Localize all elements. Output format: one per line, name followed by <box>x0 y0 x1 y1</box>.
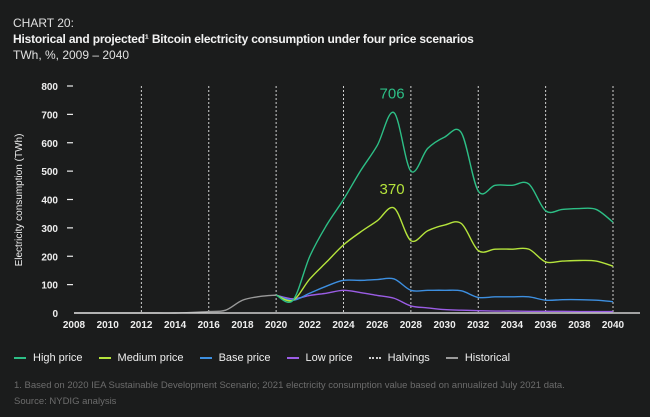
x-tick-label: 2012 <box>130 320 153 331</box>
legend-swatch <box>445 357 458 359</box>
series-line-high-price <box>275 111 614 303</box>
x-tick-label: 2032 <box>467 320 490 331</box>
y-tick-label: 100 <box>41 281 58 292</box>
legend-label: Base price <box>218 352 271 364</box>
legend-swatch <box>14 357 26 359</box>
legend-label: Low price <box>305 352 353 364</box>
legend-swatch <box>286 357 299 359</box>
x-tick-label: 2040 <box>602 320 625 331</box>
legend-item: Halvings <box>368 352 430 364</box>
y-tick-label: 600 <box>41 139 58 150</box>
x-tick-label: 2010 <box>97 320 120 331</box>
x-tick-label: 2034 <box>501 320 524 331</box>
legend-swatch <box>98 357 111 359</box>
chart-title: Historical and projected¹ Bitcoin electr… <box>13 32 474 46</box>
x-tick-label: 2024 <box>332 320 355 331</box>
series-line-medium-price <box>275 206 614 302</box>
x-tick-label: 2014 <box>164 320 187 331</box>
x-tick-label: 2026 <box>366 320 389 331</box>
y-tick-label: 700 <box>41 110 58 121</box>
legend-label: Medium price <box>117 352 184 364</box>
legend: High price Medium price Base price Low pric… <box>14 352 510 364</box>
series-line-historical <box>74 294 277 314</box>
x-tick-label: 2020 <box>265 320 288 331</box>
legend-item: Base price <box>199 352 271 364</box>
x-tick-label: 2008 <box>63 320 86 331</box>
legend-label: Halvings <box>387 352 430 364</box>
y-tick-label: 0 <box>52 309 58 320</box>
x-tick-label: 2022 <box>299 320 322 331</box>
peak-label: 706 <box>380 86 405 103</box>
y-tick-label: 200 <box>41 252 58 263</box>
y-axis-label: Electricity consumption (TWh) <box>14 134 25 267</box>
x-tick-label: 2016 <box>198 320 221 331</box>
x-tick-label: 2018 <box>231 320 254 331</box>
legend-item: Historical <box>445 352 511 364</box>
source-note: Source: NYDIG analysis <box>14 396 117 407</box>
x-tick-label: 2036 <box>535 320 558 331</box>
footnote: 1. Based on 2020 IEA Sustainable Develop… <box>14 380 565 391</box>
legend-label: Historical <box>464 352 511 364</box>
y-tick-label: 500 <box>41 167 58 178</box>
chart-subtitle: TWh, %, 2009 – 2040 <box>13 48 130 62</box>
legend-item: High price <box>14 352 83 364</box>
legend-item: Medium price <box>98 352 184 364</box>
y-tick-label: 400 <box>41 196 58 207</box>
y-tick-label: 800 <box>41 82 58 93</box>
line-chart: 0 100 200 300 400 500 600 700 800 2008 2010 2012 201… <box>14 82 640 331</box>
series-line-low-price <box>275 289 613 313</box>
x-tick-label: 2028 <box>400 320 423 331</box>
y-tick-label: 300 <box>41 224 58 235</box>
peak-label: 370 <box>380 181 405 198</box>
legend-swatch <box>199 357 212 359</box>
legend-item: Low price <box>286 352 353 364</box>
series-line-base-price <box>275 277 614 303</box>
x-tick-label: 2038 <box>568 320 591 331</box>
chart-label: CHART 20: <box>13 16 74 30</box>
legend-label: High price <box>33 352 83 364</box>
x-tick-label: 2030 <box>433 320 456 331</box>
legend-swatch <box>368 357 381 359</box>
